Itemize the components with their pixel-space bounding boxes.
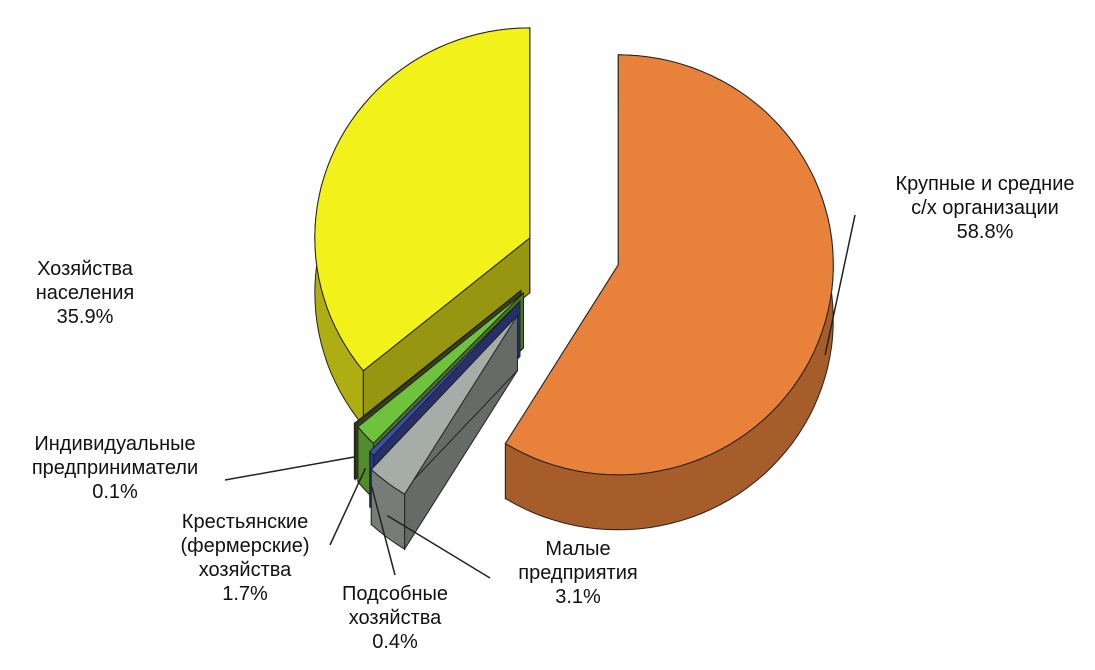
slice-value-label: 0.4% <box>372 631 418 653</box>
slice-value-label: 58.8% <box>957 221 1014 243</box>
slice-label: Крестьянские (фермерские) хозяйства <box>180 511 309 581</box>
slice-value-label: 1.7% <box>222 583 268 605</box>
slice-label: Крупные и средние с/х организации <box>895 173 1074 219</box>
slice <box>504 54 834 531</box>
slice-value-label: 3.1% <box>555 586 601 608</box>
slice-label: Хозяйства населения <box>36 258 134 304</box>
slice-top <box>370 315 518 495</box>
slice-label: Малые предприятия <box>518 538 637 584</box>
slice <box>314 27 531 428</box>
slice-wall <box>353 421 356 481</box>
slice-label: Подсобные хозяйства <box>342 583 448 629</box>
leader-line <box>329 467 367 546</box>
slice-value-label: 35.9% <box>57 306 114 328</box>
leader-line <box>824 214 856 356</box>
slice-top <box>314 27 531 372</box>
leader-line <box>370 486 396 576</box>
slice-top <box>369 301 521 457</box>
leader-line <box>386 514 491 579</box>
leader-line <box>224 456 355 481</box>
slice-label: Индивидуальные предприниматели <box>32 433 198 479</box>
slice-top <box>504 54 834 476</box>
slice-top <box>357 292 524 445</box>
slice <box>370 313 518 551</box>
slice-value-label: 0.1% <box>92 481 138 503</box>
slice-top <box>353 290 522 426</box>
